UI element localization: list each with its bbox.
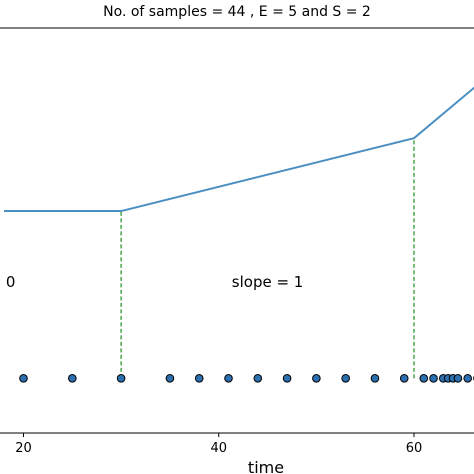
x-tick-label-20: 20 <box>15 441 32 456</box>
sample-point-11 <box>370 374 380 383</box>
sample-point-8 <box>282 374 292 383</box>
annotation-1: 0 <box>6 273 16 291</box>
x-tick-label-40: 40 <box>210 441 227 456</box>
sample-point-12 <box>399 374 409 383</box>
sample-point-9 <box>312 374 321 383</box>
axes-frame <box>0 27 474 434</box>
sample-point-13 <box>419 374 429 383</box>
series-line <box>3 86 474 213</box>
sample-point-19 <box>463 374 472 383</box>
x-tick-label-60: 60 <box>406 441 423 456</box>
marks-layer <box>3 86 474 383</box>
sample-point-10 <box>341 374 350 383</box>
sample-point-5 <box>194 374 204 383</box>
sample-point-6 <box>224 374 233 383</box>
x-axis-label: time <box>248 458 284 474</box>
axes-spines <box>0 27 474 434</box>
sample-point-7 <box>253 374 263 383</box>
x-axis-ticks: 20 40 60 <box>15 433 422 456</box>
sample-point-14 <box>429 374 438 383</box>
annotation-layer: 0 slope = 1 <box>6 273 303 291</box>
sample-point-4 <box>165 374 175 383</box>
annotation-2: slope = 1 <box>232 273 304 291</box>
sample-point-1 <box>19 374 28 383</box>
sample-point-2 <box>68 374 77 383</box>
sample-point-18 <box>453 374 463 383</box>
chart-title: No. of samples = 44 , E = 5 and S = 2 <box>103 4 371 20</box>
sample-point-3 <box>116 374 126 383</box>
